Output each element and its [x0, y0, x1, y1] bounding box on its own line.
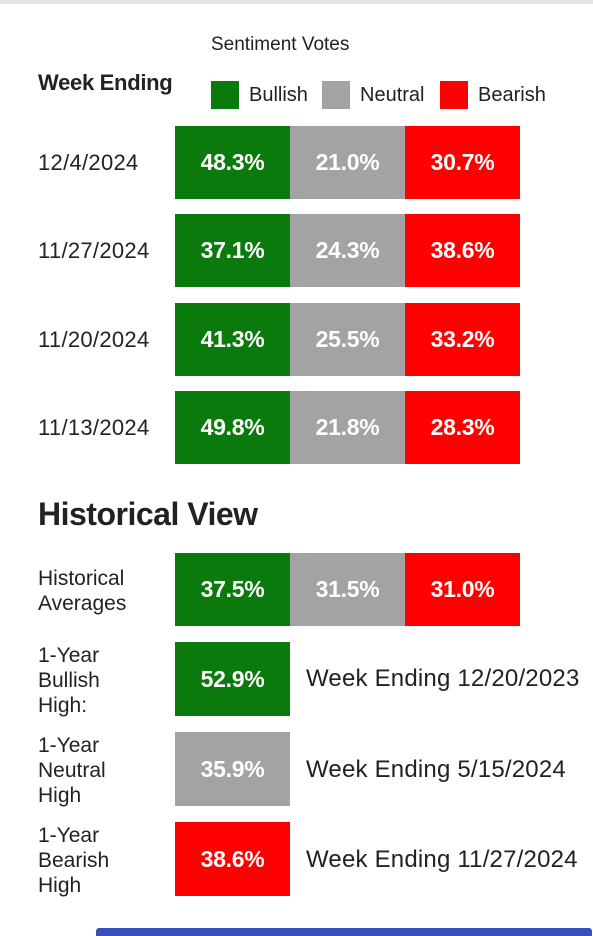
bullish-high-week: Week Ending 12/20/2023 — [306, 665, 580, 692]
top-divider — [0, 0, 593, 4]
bearish-cell: 33.2% — [405, 303, 520, 376]
legend-bearish-label: Bearish — [478, 83, 546, 106]
historical-bullish-cell: 37.5% — [175, 553, 290, 626]
neutral-high-value: 35.9% — [175, 732, 290, 806]
bullish-cell: 48.3% — [175, 126, 290, 199]
neutral-cell: 25.5% — [290, 303, 405, 376]
historical-view-title: Historical View — [38, 496, 258, 532]
week-date: 12/4/2024 — [38, 150, 139, 175]
week-date: 11/13/2024 — [38, 415, 150, 440]
bearish-cell: 28.3% — [405, 391, 520, 464]
neutral-cell: 21.0% — [290, 126, 405, 199]
legend-neutral-label: Neutral — [360, 83, 425, 106]
bearish-high-label: 1-Year Bearish High — [38, 823, 168, 898]
bullish-high-value: 52.9% — [175, 642, 290, 716]
legend-bearish: Bearish — [440, 81, 546, 109]
label-line: Bearish — [38, 849, 110, 872]
week-ending-header: Week Ending — [38, 70, 173, 95]
neutral-cell: 24.3% — [290, 214, 405, 287]
neutral-high-week: Week Ending 5/15/2024 — [306, 756, 566, 783]
historical-neutral-cell: 31.5% — [290, 553, 405, 626]
bearish-high-value: 38.6% — [175, 822, 290, 896]
label-line: Bullish — [38, 669, 100, 692]
bullish-cell: 41.3% — [175, 303, 290, 376]
label-line: Neutral — [38, 759, 106, 782]
historical-bearish-cell: 31.0% — [405, 553, 520, 626]
legend-neutral: Neutral — [322, 81, 424, 109]
week-date: 11/20/2024 — [38, 327, 150, 352]
legend-bullish-label: Bullish — [249, 83, 308, 106]
label-line: 1-Year — [38, 734, 100, 757]
week-date: 11/27/2024 — [38, 238, 150, 263]
label-line: 1-Year — [38, 824, 100, 847]
bottom-action-bar[interactable] — [96, 928, 592, 936]
legend-bullish: Bullish — [211, 81, 308, 109]
bearish-cell: 30.7% — [405, 126, 520, 199]
bearish-high-week: Week Ending 11/27/2024 — [306, 846, 578, 873]
label-line: High: — [38, 694, 88, 717]
bearish-cell: 38.6% — [405, 214, 520, 287]
bullish-swatch — [211, 81, 239, 109]
neutral-high-label: 1-Year Neutral High — [38, 733, 168, 808]
bullish-cell: 37.1% — [175, 214, 290, 287]
label-line: Historical — [38, 567, 125, 590]
neutral-swatch — [322, 81, 350, 109]
label-line: High — [38, 784, 82, 807]
sentiment-votes-title: Sentiment Votes — [211, 34, 350, 55]
neutral-cell: 21.8% — [290, 391, 405, 464]
bearish-swatch — [440, 81, 468, 109]
label-line: Averages — [38, 592, 127, 615]
label-line: High — [38, 874, 82, 897]
bullish-cell: 49.8% — [175, 391, 290, 464]
bullish-high-label: 1-Year Bullish High: — [38, 643, 168, 718]
label-line: 1-Year — [38, 644, 100, 667]
historical-averages-label: Historical Averages — [38, 566, 168, 616]
